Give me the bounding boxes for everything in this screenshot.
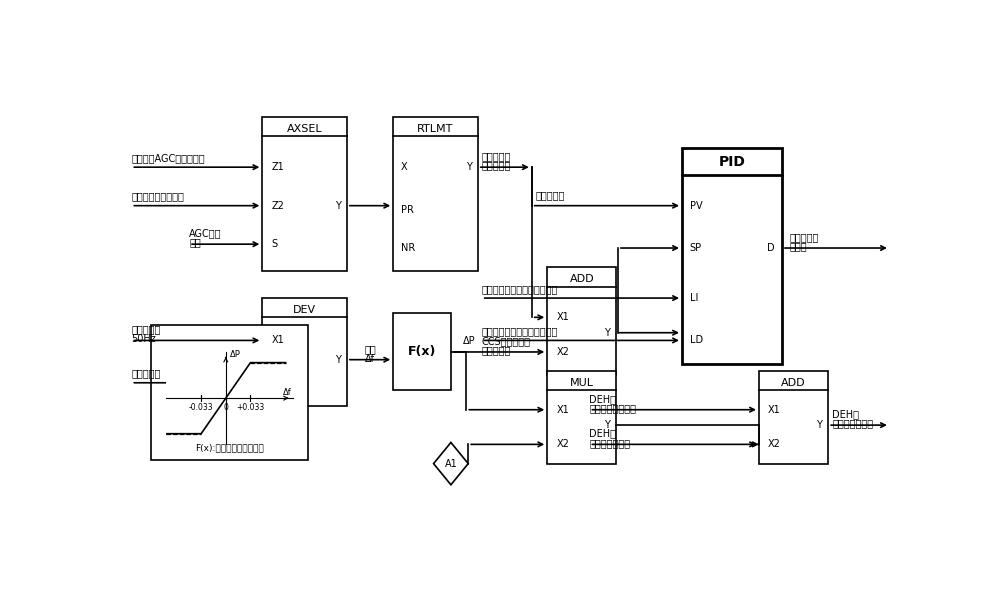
- Text: DEV: DEV: [293, 304, 316, 314]
- Text: Δf: Δf: [365, 354, 375, 364]
- Text: 频率测量值: 频率测量值: [131, 368, 161, 378]
- Text: 人工设定负荷指令值: 人工设定负荷指令值: [131, 191, 184, 202]
- Text: PID: PID: [719, 155, 745, 169]
- Text: 功率补偿量: 功率补偿量: [482, 345, 511, 355]
- Text: D: D: [767, 243, 774, 253]
- Text: 50Hz: 50Hz: [131, 334, 156, 344]
- Text: LI: LI: [690, 293, 698, 303]
- Text: 原阀门开度指令值: 原阀门开度指令值: [590, 403, 637, 413]
- Text: Y: Y: [466, 162, 472, 172]
- Text: DEH侧: DEH侧: [832, 410, 859, 420]
- Text: Y: Y: [335, 355, 341, 365]
- Text: NR: NR: [401, 243, 415, 253]
- Text: Y: Y: [816, 420, 822, 430]
- Text: 汽轮机控制: 汽轮机控制: [790, 232, 819, 242]
- Text: 阀门开度指令值: 阀门开度指令值: [832, 418, 873, 428]
- Text: LD: LD: [690, 336, 703, 345]
- Text: X2: X2: [271, 378, 284, 388]
- Text: S: S: [271, 239, 278, 249]
- Text: PR: PR: [401, 204, 414, 215]
- Text: Y: Y: [604, 420, 610, 430]
- Text: 输出值: 输出值: [790, 242, 807, 252]
- Bar: [393, 117, 478, 271]
- Bar: [547, 371, 616, 463]
- Text: PV: PV: [690, 201, 702, 210]
- Text: 机组减负荷且一次调频增负荷: 机组减负荷且一次调频增负荷: [482, 326, 558, 336]
- Text: 负荷指令值: 负荷指令值: [482, 161, 511, 171]
- Text: X2: X2: [768, 439, 781, 449]
- Text: X: X: [401, 162, 407, 172]
- Bar: [262, 117, 347, 271]
- Text: Y: Y: [335, 201, 341, 210]
- Text: F(x):一次调频补偿量函数: F(x):一次调频补偿量函数: [195, 444, 264, 453]
- Text: A1: A1: [445, 459, 457, 469]
- Text: Z2: Z2: [271, 201, 284, 210]
- Text: ADD: ADD: [781, 378, 806, 388]
- Text: 频率标准值: 频率标准值: [131, 324, 161, 335]
- Text: AXSEL: AXSEL: [287, 124, 322, 134]
- Text: SP: SP: [690, 243, 702, 253]
- Text: X2: X2: [556, 347, 569, 357]
- Text: Z1: Z1: [271, 162, 284, 172]
- Bar: [682, 148, 782, 363]
- Text: 阀门开度变化量: 阀门开度变化量: [590, 438, 631, 448]
- Text: CCS侧一次调频: CCS侧一次调频: [482, 336, 531, 346]
- Bar: [759, 371, 828, 463]
- Text: X1: X1: [556, 312, 569, 322]
- Text: 机组增负荷且一次调频减负荷: 机组增负荷且一次调频减负荷: [482, 284, 558, 294]
- Text: DEH侧: DEH侧: [590, 428, 616, 439]
- Text: X2: X2: [556, 439, 569, 449]
- Text: 调度下发AGC负荷指令值: 调度下发AGC负荷指令值: [131, 153, 205, 163]
- Text: X1: X1: [271, 336, 284, 345]
- Text: X1: X1: [556, 405, 569, 415]
- Text: 实测负荷值: 实测负荷值: [536, 191, 565, 201]
- Text: X1: X1: [768, 405, 781, 415]
- Text: ADD: ADD: [569, 274, 594, 284]
- Text: RTLMT: RTLMT: [417, 124, 454, 134]
- Text: 速率限制后: 速率限制后: [482, 151, 511, 161]
- Text: MUL: MUL: [570, 378, 594, 388]
- Text: AGC方式: AGC方式: [189, 228, 222, 238]
- Text: 频差: 频差: [364, 345, 376, 355]
- Bar: [393, 313, 451, 391]
- Text: 运行: 运行: [189, 238, 201, 248]
- Text: Y: Y: [604, 328, 610, 337]
- Bar: [547, 267, 616, 375]
- Bar: [151, 325, 308, 460]
- Text: DEH侧: DEH侧: [590, 394, 616, 404]
- Text: F(x): F(x): [408, 346, 436, 359]
- Bar: [262, 298, 347, 406]
- Text: ΔP: ΔP: [462, 336, 475, 346]
